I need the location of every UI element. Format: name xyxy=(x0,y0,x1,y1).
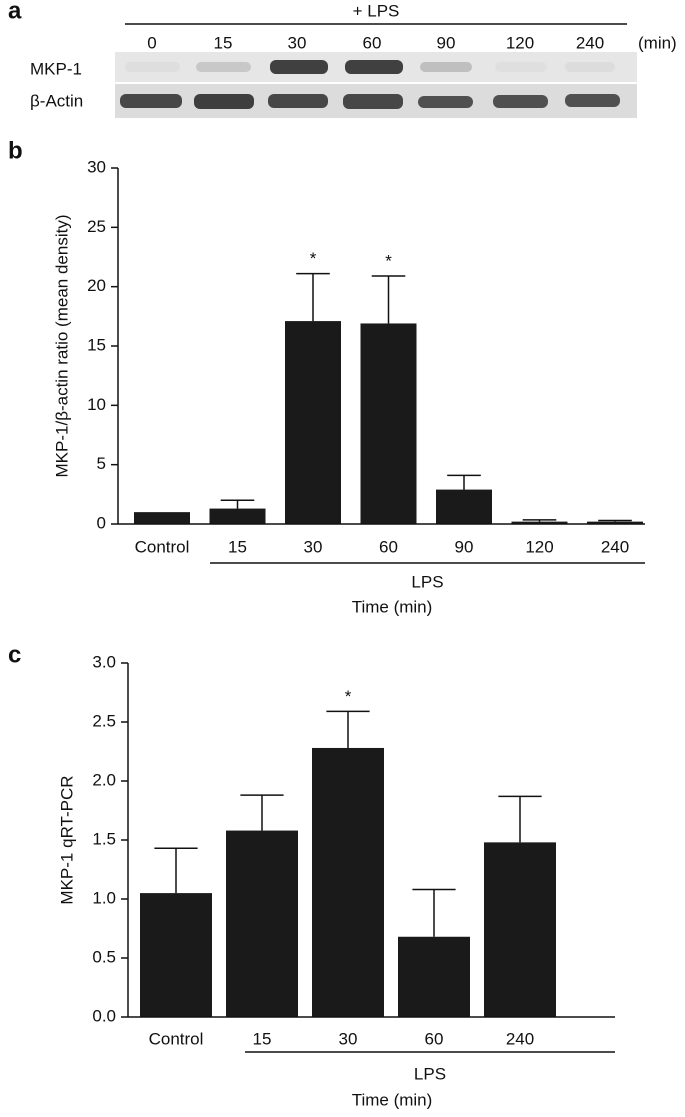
significance-marker: * xyxy=(345,687,352,706)
y-tick-label: 3.0 xyxy=(92,652,116,671)
x-tick-label: 15 xyxy=(253,1029,272,1048)
bands xyxy=(120,60,620,109)
lane-label: 60 xyxy=(363,33,382,52)
bar xyxy=(134,512,190,524)
group-label: LPS xyxy=(414,1064,446,1083)
x-tick-label: Control xyxy=(135,537,190,556)
bar xyxy=(587,521,643,524)
y-tick-label: 20 xyxy=(87,276,106,295)
y-tick-label: 10 xyxy=(87,395,106,414)
lane-label: 240 xyxy=(576,33,604,52)
band xyxy=(565,62,615,72)
x-tick-label: Control xyxy=(149,1029,204,1048)
y-tick-label: 0 xyxy=(97,513,106,532)
y-tick-label: 2.5 xyxy=(92,711,116,730)
bar xyxy=(436,489,492,524)
y-tick-label: 30 xyxy=(87,157,106,176)
band xyxy=(270,60,328,74)
band xyxy=(420,62,472,72)
y-tick-label: 1.0 xyxy=(92,888,116,907)
significance-marker: * xyxy=(385,251,392,270)
x-axis-label: Time (min) xyxy=(352,597,433,616)
band xyxy=(196,62,251,72)
y-tick-label: 25 xyxy=(87,217,106,236)
y-tick-label: 15 xyxy=(87,335,106,354)
bar xyxy=(226,830,298,1017)
y-tick-label: 0.5 xyxy=(92,947,116,966)
x-tick-label: 240 xyxy=(506,1029,534,1048)
bar xyxy=(312,747,384,1017)
panel-label: a xyxy=(8,0,22,24)
bar xyxy=(398,936,470,1017)
bar xyxy=(511,521,568,524)
y-axis-label: MKP-1 qRT-PCR xyxy=(57,775,76,904)
y-tick-label: 0.0 xyxy=(92,1006,116,1025)
x-axis-label: Time (min) xyxy=(352,1090,433,1109)
lane-label: 0 xyxy=(147,33,156,52)
x-tick-label: 60 xyxy=(379,537,398,556)
x-tick-label: 30 xyxy=(304,537,323,556)
row-label: MKP-1 xyxy=(30,59,82,78)
y-tick-label: 5 xyxy=(97,454,106,473)
bar xyxy=(484,842,556,1017)
band xyxy=(345,60,403,74)
unit-label: (min) xyxy=(638,33,677,52)
group-label: LPS xyxy=(411,572,443,591)
bar xyxy=(209,508,266,524)
lane-label: 30 xyxy=(288,33,307,52)
panel-label: c xyxy=(8,641,21,668)
band xyxy=(125,62,180,72)
panel-label: b xyxy=(8,137,23,164)
band xyxy=(418,96,473,108)
band xyxy=(493,95,548,108)
x-tick-label: 240 xyxy=(601,537,629,556)
band xyxy=(495,62,547,72)
x-tick-label: 90 xyxy=(455,537,474,556)
treatment-label: + LPS xyxy=(353,1,400,20)
x-tick-label: 120 xyxy=(525,537,553,556)
lane-label: 90 xyxy=(437,33,456,52)
x-tick-label: 60 xyxy=(425,1029,444,1048)
row-label: β-Actin xyxy=(30,91,83,110)
band xyxy=(343,94,403,109)
band xyxy=(268,94,328,108)
y-tick-label: 1.5 xyxy=(92,829,116,848)
y-axis-label: MKP-1/β-actin ratio (mean density) xyxy=(52,215,71,478)
band xyxy=(565,94,620,107)
lane-label: 120 xyxy=(506,33,534,52)
bar xyxy=(140,893,212,1017)
bar xyxy=(285,321,341,524)
y-tick-label: 2.0 xyxy=(92,770,116,789)
x-tick-label: 30 xyxy=(339,1029,358,1048)
band xyxy=(194,94,254,109)
lane-label: 15 xyxy=(214,33,233,52)
bar xyxy=(360,323,417,524)
band xyxy=(120,94,182,108)
significance-marker: * xyxy=(310,249,317,268)
x-tick-label: 15 xyxy=(228,537,247,556)
